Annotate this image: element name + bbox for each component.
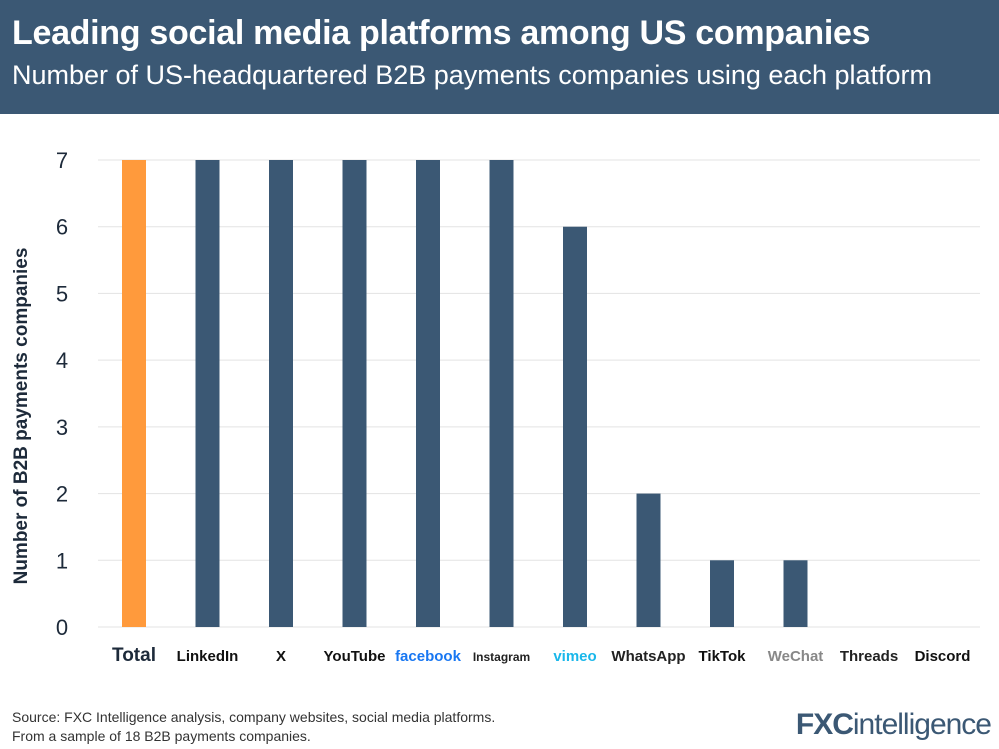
x-tick-label: TikTok (699, 648, 747, 665)
x-tick-label: Instagram (473, 650, 530, 664)
x-tick-label: WeChat (768, 648, 824, 665)
bar-x (269, 160, 293, 627)
source-note: Source: FXC Intelligence analysis, compa… (12, 709, 496, 725)
bar-instagram (489, 160, 514, 627)
x-tick-label: vimeo (553, 648, 596, 665)
brand-logo: FXCintelligence (795, 708, 992, 741)
x-tick-label: X (276, 648, 286, 665)
x-tick-label: Discord (915, 648, 971, 665)
y-tick-label: 1 (56, 548, 68, 573)
x-tick-label: YouTube (324, 648, 386, 665)
y-tick-label: 5 (56, 281, 68, 306)
bar-vimeo (563, 226, 587, 627)
footer: Source: FXC Intelligence analysis, compa… (12, 708, 495, 746)
x-tick-label: Total (112, 645, 156, 666)
x-tick-label: facebook (395, 648, 462, 665)
sample-note: From a sample of 18 B2B payments compani… (12, 728, 311, 744)
header: Leading social media platforms among US … (0, 0, 999, 114)
bar-linkedin (195, 160, 220, 627)
x-tick-label: LinkedIn (177, 648, 239, 665)
y-tick-label: 7 (56, 148, 68, 173)
y-tick-label: 2 (56, 482, 68, 507)
y-tick-label: 4 (56, 348, 68, 373)
y-tick-label: 6 (56, 215, 68, 240)
bar-facebook (416, 160, 440, 627)
bar-tiktok (710, 560, 734, 627)
bar-youtube (342, 160, 367, 627)
x-tick-label: WhatsApp (611, 648, 685, 665)
bar-total (122, 160, 146, 627)
y-axis-label: Number of B2B payments companies (11, 247, 32, 585)
bar-chart: 0 1 2 3 4 5 6 7 Total LinkedIn X YouTube facebook Ins… (56, 148, 980, 666)
y-tick-label: 0 (56, 615, 68, 640)
chart-subtitle: Number of US-headquartered B2B payments … (12, 60, 932, 90)
bar-whatsapp (636, 493, 661, 627)
bar-wechat (783, 560, 808, 627)
x-tick-label: Threads (840, 648, 898, 665)
y-tick-label: 3 (56, 415, 68, 440)
chart-title: Leading social media platforms among US … (12, 14, 871, 52)
